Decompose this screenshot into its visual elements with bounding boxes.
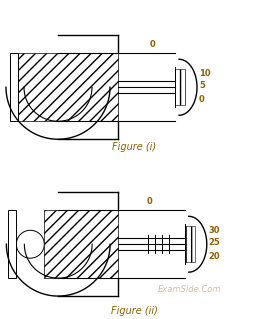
Text: ExamSide.Com: ExamSide.Com bbox=[158, 285, 222, 293]
Text: 20: 20 bbox=[209, 252, 220, 261]
Text: Figure (i): Figure (i) bbox=[112, 142, 156, 152]
Text: 0: 0 bbox=[147, 197, 153, 206]
Text: 0: 0 bbox=[150, 40, 156, 49]
Bar bbox=[10, 53, 18, 121]
Bar bbox=[185, 226, 195, 262]
Bar bbox=[18, 53, 118, 121]
Text: 30: 30 bbox=[209, 226, 220, 235]
Bar bbox=[8, 210, 16, 278]
Circle shape bbox=[16, 230, 44, 258]
Bar bbox=[175, 69, 185, 105]
Text: 5: 5 bbox=[199, 81, 205, 90]
Text: 10: 10 bbox=[199, 69, 211, 78]
Bar bbox=[44, 210, 118, 278]
Text: 0: 0 bbox=[199, 95, 205, 104]
Text: 25: 25 bbox=[209, 238, 221, 247]
Text: Figure (ii): Figure (ii) bbox=[111, 306, 157, 316]
